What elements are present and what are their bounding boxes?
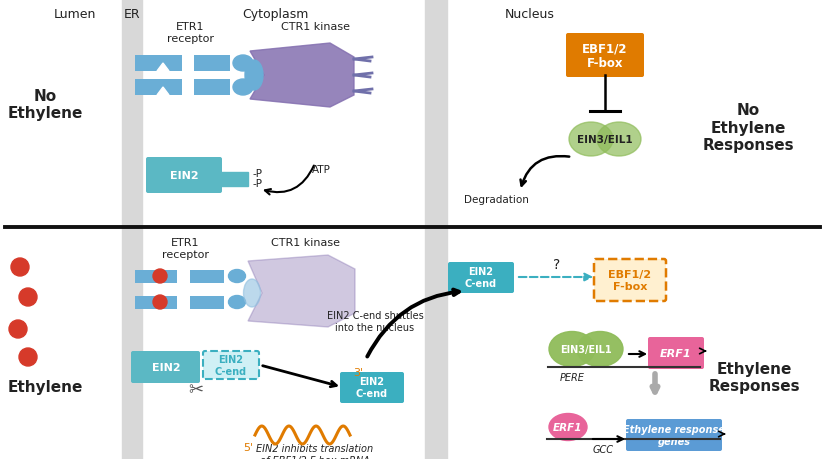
Bar [220, 173, 248, 187]
Text: EIN3/EIL1: EIN3/EIL1 [560, 344, 612, 354]
Text: ETR1
receptor: ETR1 receptor [167, 22, 214, 44]
Text: No
Ethylene
Responses: No Ethylene Responses [702, 103, 794, 152]
Bar [425, 0, 447, 459]
Text: ER: ER [124, 8, 140, 21]
Text: -P: -P [252, 179, 262, 189]
Text: ✂: ✂ [188, 380, 204, 398]
Bar [135, 80, 182, 96]
Circle shape [19, 288, 37, 306]
Bar [122, 0, 142, 459]
Circle shape [9, 320, 27, 338]
Text: EIN2
C-end: EIN2 C-end [465, 267, 497, 288]
Ellipse shape [229, 270, 246, 283]
Text: -P: -P [252, 168, 262, 179]
Ellipse shape [569, 123, 613, 157]
Bar [135, 56, 182, 72]
Circle shape [153, 295, 167, 309]
FancyBboxPatch shape [340, 372, 404, 403]
Circle shape [153, 269, 167, 283]
Text: Degradation: Degradation [464, 195, 529, 205]
Text: CTR1 kinase: CTR1 kinase [271, 237, 340, 247]
Text: No
Ethylene: No Ethylene [7, 89, 82, 121]
Text: Ethylene: Ethylene [7, 380, 82, 395]
Text: EIN2: EIN2 [170, 171, 198, 180]
FancyBboxPatch shape [594, 259, 666, 302]
Bar [194, 56, 230, 72]
Text: Nucleus: Nucleus [505, 8, 555, 21]
Text: EIN3/EIL1: EIN3/EIL1 [578, 134, 633, 145]
Text: EIN2: EIN2 [152, 362, 181, 372]
Bar [190, 270, 224, 283]
Text: Ethylene response
genes: Ethylene response genes [623, 424, 725, 446]
Ellipse shape [577, 332, 623, 367]
Text: EIN2
C-end: EIN2 C-end [356, 376, 388, 398]
FancyBboxPatch shape [448, 263, 514, 293]
Bar [190, 297, 224, 309]
Text: EIN2
C-end: EIN2 C-end [215, 354, 247, 376]
Ellipse shape [549, 332, 595, 367]
Ellipse shape [549, 414, 587, 441]
Text: Ethylene
Responses: Ethylene Responses [708, 361, 799, 393]
Text: ETR1
receptor: ETR1 receptor [162, 237, 209, 259]
Ellipse shape [229, 296, 246, 309]
FancyBboxPatch shape [648, 337, 704, 369]
Bar [194, 80, 230, 96]
Ellipse shape [243, 280, 261, 308]
Text: ?: ? [554, 257, 561, 271]
Text: EIN2 C-end shuttles
into the nucleus: EIN2 C-end shuttles into the nucleus [327, 311, 423, 332]
Bar [135, 270, 177, 283]
Polygon shape [248, 256, 355, 327]
Text: Cytoplasm: Cytoplasm [242, 8, 309, 21]
Polygon shape [157, 64, 169, 72]
FancyBboxPatch shape [203, 351, 259, 379]
Ellipse shape [245, 61, 263, 91]
Circle shape [19, 348, 37, 366]
Text: 5': 5' [243, 442, 253, 452]
Text: 3': 3' [353, 367, 363, 377]
FancyBboxPatch shape [626, 419, 722, 451]
FancyBboxPatch shape [566, 34, 644, 78]
Circle shape [11, 258, 29, 276]
Text: PERE: PERE [559, 372, 584, 382]
Ellipse shape [597, 123, 641, 157]
Text: CTR1 kinase: CTR1 kinase [280, 22, 350, 32]
Text: ERF1: ERF1 [660, 348, 692, 358]
Text: EBF1/2
F-box: EBF1/2 F-box [609, 269, 652, 291]
Text: GCC: GCC [592, 444, 614, 454]
Polygon shape [250, 44, 354, 108]
Polygon shape [157, 88, 169, 96]
Text: Lumen: Lumen [54, 8, 97, 21]
Ellipse shape [233, 80, 253, 96]
Text: EIN2 inhibits translation
of EBF1/2 F-box mRNA: EIN2 inhibits translation of EBF1/2 F-bo… [257, 443, 374, 459]
Text: ATP: ATP [312, 165, 331, 174]
FancyBboxPatch shape [131, 351, 200, 383]
Ellipse shape [233, 56, 253, 72]
FancyBboxPatch shape [146, 157, 222, 194]
Text: EBF1/2
F-box: EBF1/2 F-box [582, 42, 628, 70]
Text: ERF1: ERF1 [554, 422, 582, 432]
Bar [135, 297, 177, 309]
